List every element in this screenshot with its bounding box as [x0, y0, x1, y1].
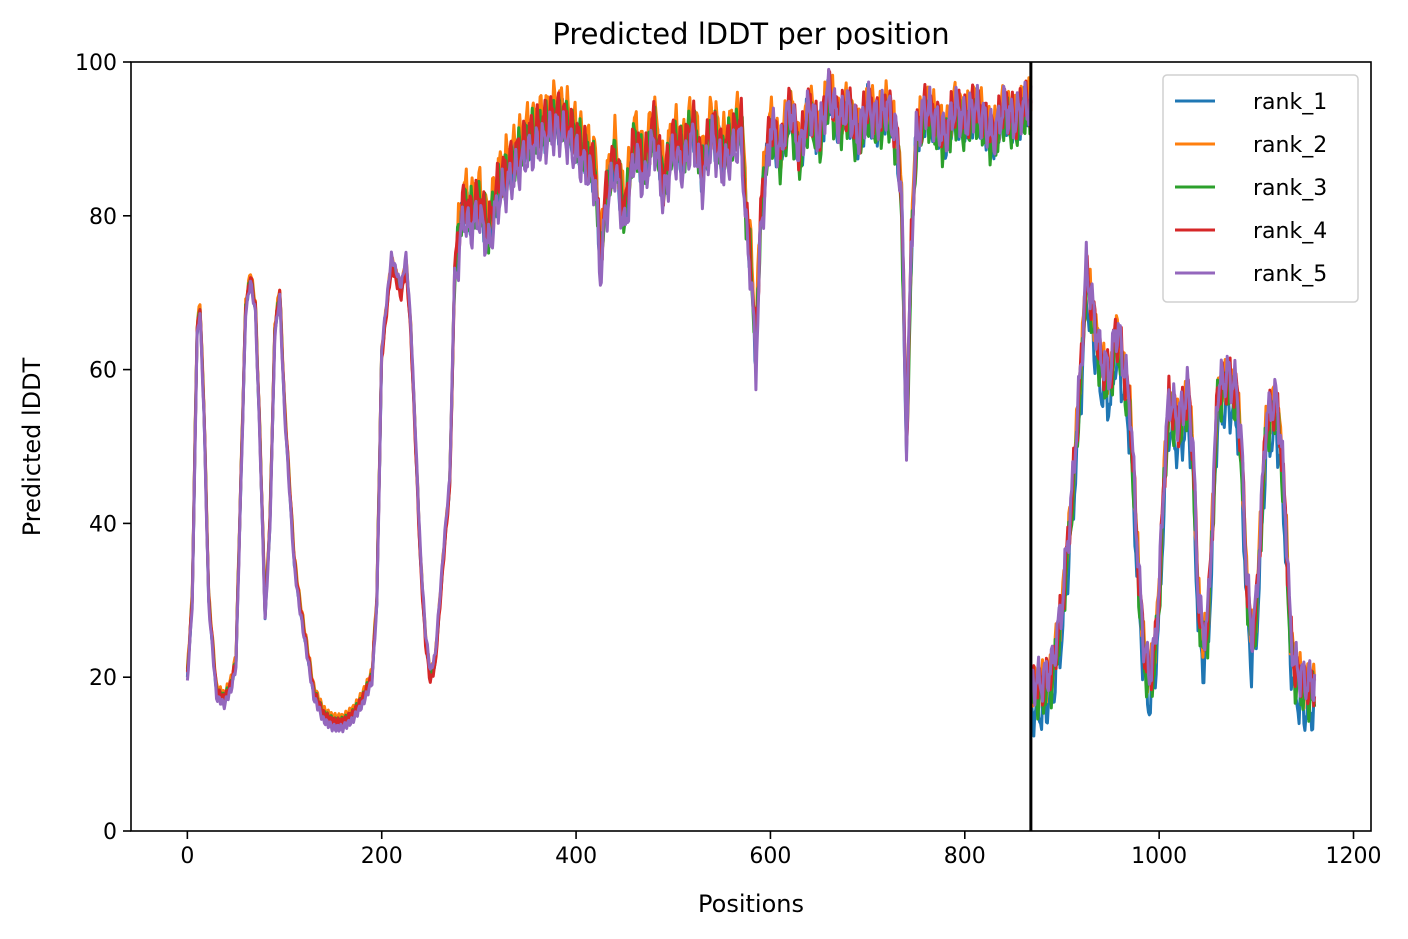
x-axis-ticks: 0 200 400 600 800 1000 1200 [180, 831, 1382, 869]
series-lines [185, 67, 1317, 738]
legend-box [1162, 74, 1359, 303]
legend-label-rank_5: rank_5 [1253, 262, 1327, 287]
x-tick-label: 200 [361, 844, 403, 869]
x-tick-label: 400 [555, 844, 597, 869]
series-line-rank_5 [185, 67, 1317, 734]
plot-area: 0 200 400 600 800 1000 1200020406080100rank_1r… [75, 51, 1382, 869]
legend-label-rank_3: rank_3 [1253, 176, 1327, 201]
series-line-rank_3 [185, 84, 1317, 727]
y-tick-label: 0 [103, 820, 117, 845]
x-tick-label: 800 [944, 844, 986, 869]
y-tick-label: 80 [89, 205, 117, 230]
y-tick-label: 60 [89, 359, 117, 384]
y-tick-label: 100 [75, 51, 117, 76]
x-tick-label: 1000 [1131, 844, 1187, 869]
y-axis-ticks: 0 20 40 60 80 100 [75, 51, 131, 845]
plot-frame [130, 61, 1372, 832]
legend-label-rank_1: rank_1 [1253, 90, 1327, 115]
y-tick-label: 20 [89, 666, 117, 691]
legend: rank_1 rank_2 rank_3 rank_4 rank_5 [1162, 74, 1359, 303]
chart-title: Predicted lDDT per position [552, 17, 949, 51]
x-tick-label: 1200 [1326, 844, 1382, 869]
legend-label-rank_4: rank_4 [1253, 219, 1327, 244]
x-axis-label: Positions [698, 890, 804, 918]
x-tick-label: 0 [180, 844, 194, 869]
x-tick-label: 600 [749, 844, 791, 869]
y-tick-label: 40 [89, 512, 117, 537]
series-line-rank_2 [185, 73, 1317, 723]
y-axis-label: Predicted lDDT [18, 357, 46, 536]
legend-label-rank_2: rank_2 [1253, 133, 1327, 158]
series-line-rank_4 [185, 68, 1317, 728]
